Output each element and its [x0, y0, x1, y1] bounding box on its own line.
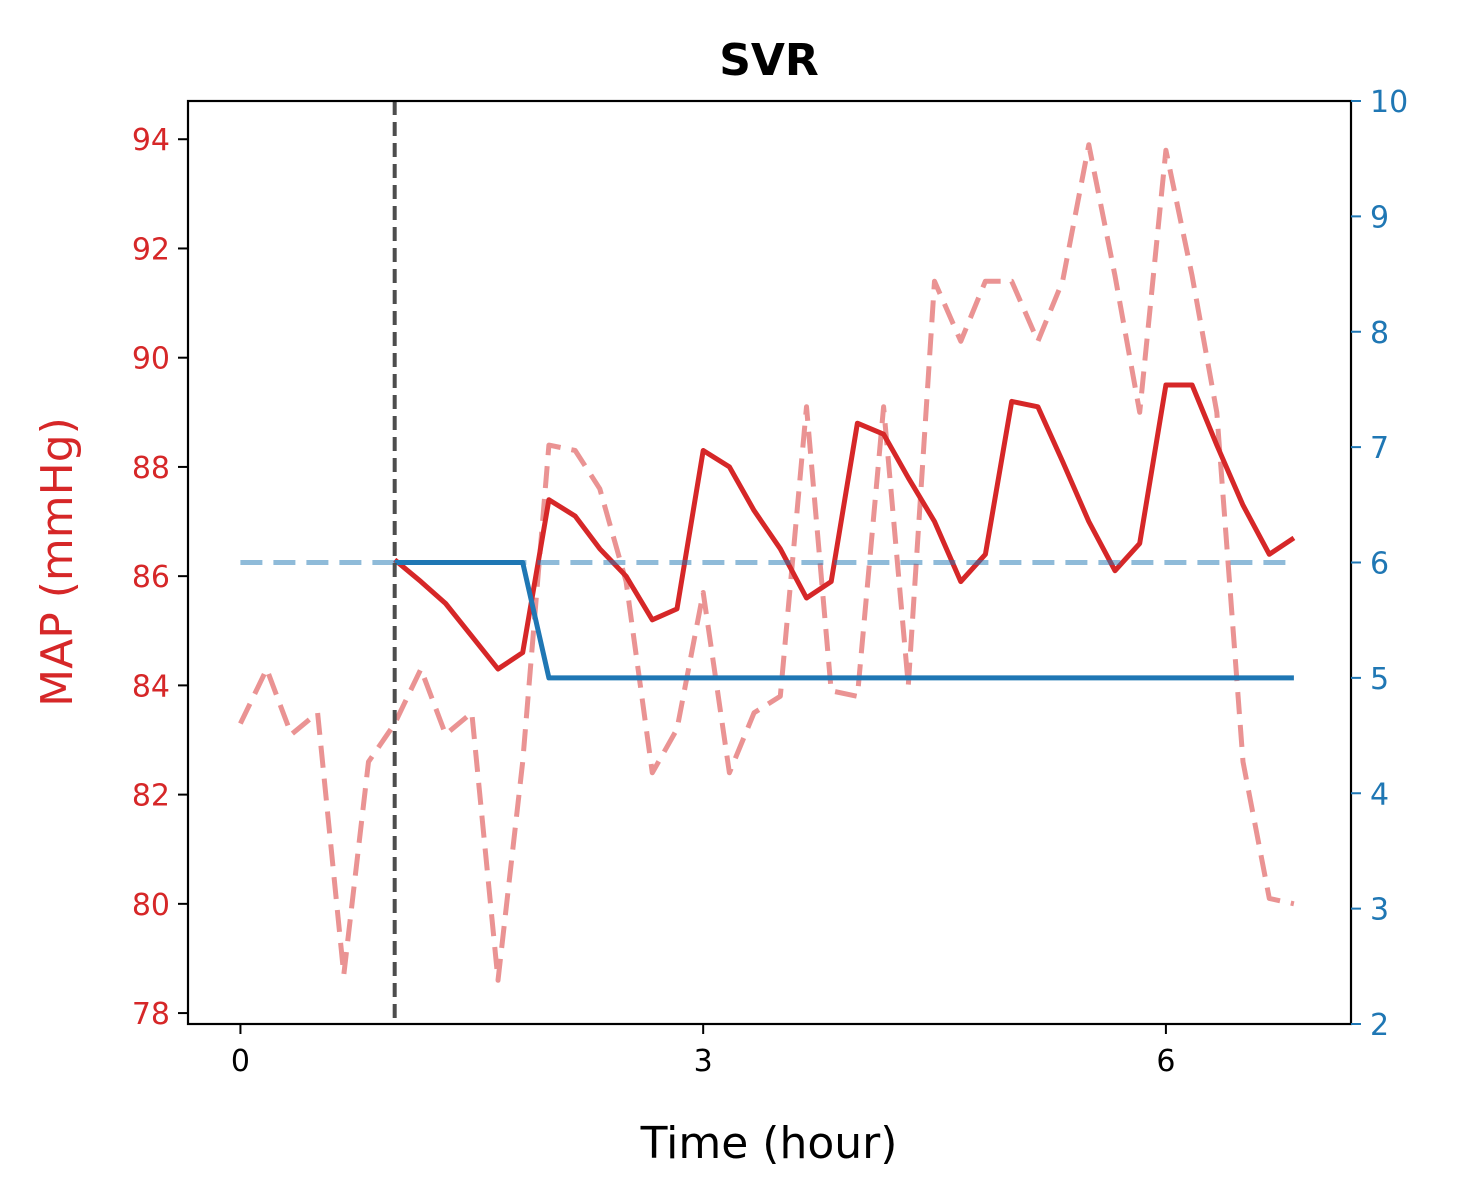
- y-tick-label: 84: [132, 669, 170, 704]
- y2-tick-label: 3: [1370, 893, 1389, 928]
- y-axis-left-ticks: 78 80 82 84 86 88 90 92 94: [132, 123, 188, 1032]
- x-axis-label: Time (hour): [640, 1118, 898, 1169]
- y-tick-label: 90: [132, 342, 170, 377]
- y-tick-label: 88: [132, 451, 170, 486]
- y2-tick-label: 9: [1370, 200, 1389, 235]
- x-axis-ticks: 0 3 6: [231, 1024, 1175, 1079]
- x-tick-label: 3: [694, 1044, 713, 1079]
- y-tick-label: 78: [132, 997, 170, 1032]
- y2-tick-label: 4: [1370, 777, 1389, 812]
- y2-tick-label: 6: [1370, 547, 1389, 582]
- y-tick-label: 80: [132, 888, 170, 923]
- x-tick-label: 0: [231, 1044, 250, 1079]
- y2-tick-label: 7: [1370, 431, 1389, 466]
- chart-title: SVR: [719, 35, 819, 86]
- series-svr-treatment: [394, 560, 1294, 681]
- y-tick-label: 86: [132, 560, 170, 595]
- y-axis-left-label: MAP (mmHg): [32, 417, 83, 707]
- plot-area: [238, 101, 1296, 1024]
- series-map-predicted: [393, 382, 1296, 672]
- x-tick-label: 6: [1156, 1044, 1175, 1079]
- y-tick-label: 82: [132, 779, 170, 814]
- y2-tick-label: 8: [1370, 316, 1389, 351]
- y2-tick-label: 2: [1370, 1008, 1389, 1043]
- y2-tick-label: 5: [1370, 662, 1389, 697]
- y2-tick-label: 10: [1370, 85, 1408, 120]
- y-axis-right-ticks: 2 3 4 5 6 7 8 9 10: [1351, 85, 1408, 1043]
- y-tick-label: 94: [132, 123, 170, 158]
- series-map-observed-dashed: [238, 142, 1295, 983]
- y-tick-label: 92: [132, 232, 170, 267]
